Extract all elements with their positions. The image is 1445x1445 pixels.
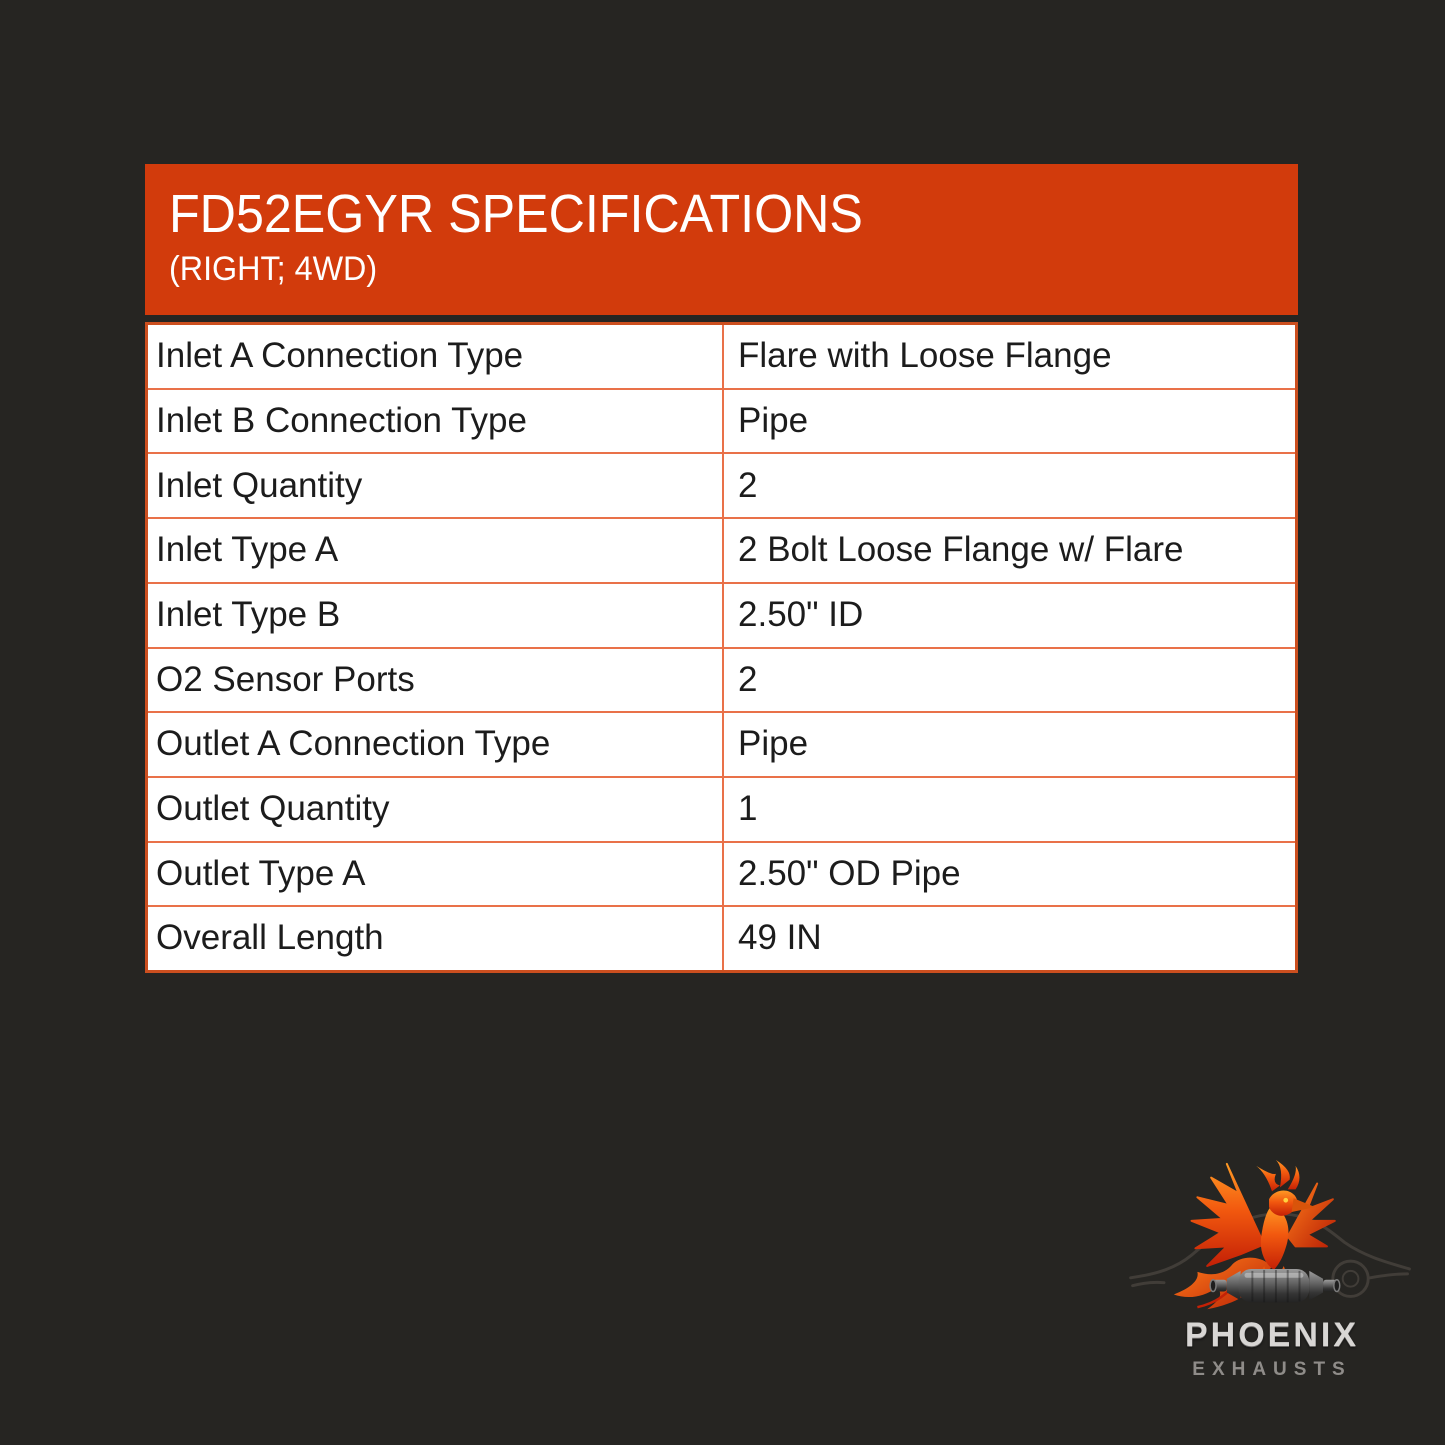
spec-value: 2.50" ID xyxy=(722,583,1295,647)
spec-value: 2 Bolt Loose Flange w/ Flare xyxy=(722,519,1295,582)
spec-value: Pipe xyxy=(722,389,1295,453)
table-row: Inlet A Connection Type Flare with Loose… xyxy=(148,325,1295,388)
spec-label: Inlet Type B xyxy=(156,594,341,634)
muffler-icon xyxy=(1209,1268,1341,1303)
spec-value: 2.50" OD Pipe xyxy=(722,842,1295,906)
brand-logo: PHOENIX EXHAUSTS xyxy=(1122,1158,1422,1398)
table-row: Outlet A Connection Type Pipe xyxy=(148,711,1295,776)
table-row: Inlet Type A 2 Bolt Loose Flange w/ Flar… xyxy=(148,517,1295,582)
spec-label: Inlet B Connection Type xyxy=(156,400,527,440)
spec-table: Inlet A Connection Type Flare with Loose… xyxy=(145,322,1298,973)
spec-value: Pipe xyxy=(722,713,1295,776)
spec-value: 49 IN xyxy=(722,907,1295,971)
spec-label: Overall Length xyxy=(156,918,384,958)
spec-label: Outlet Quantity xyxy=(156,789,390,829)
phoenix-on-muffler-icon xyxy=(1129,1159,1411,1310)
table-row: O2 Sensor Ports 2 xyxy=(148,646,1295,712)
spec-value: 1 xyxy=(722,777,1295,841)
spec-header-banner: FD52EGYR SPECIFICATIONS (RIGHT; 4WD) xyxy=(145,164,1298,315)
spec-value: 2 xyxy=(722,454,1295,518)
page-subtitle: (RIGHT; 4WD) xyxy=(169,250,378,289)
spec-value: 2 xyxy=(722,648,1295,712)
spec-label: O2 Sensor Ports xyxy=(156,659,415,699)
page-title: FD52EGYR SPECIFICATIONS xyxy=(169,184,863,244)
brand-tagline: EXHAUSTS xyxy=(1192,1359,1352,1380)
spec-value: Flare with Loose Flange xyxy=(722,325,1295,388)
spec-label: Outlet A Connection Type xyxy=(156,724,551,764)
table-row: Inlet Quantity 2 xyxy=(148,452,1295,518)
spec-label: Inlet Quantity xyxy=(156,465,363,505)
table-row: Inlet Type B 2.50" ID xyxy=(148,581,1295,647)
table-row: Outlet Quantity 1 xyxy=(148,775,1295,841)
spec-label: Inlet Type A xyxy=(156,530,339,570)
spec-label: Outlet Type A xyxy=(156,853,366,893)
table-row: Overall Length 49 IN xyxy=(148,905,1295,971)
table-row: Outlet Type A 2.50" OD Pipe xyxy=(148,840,1295,906)
brand-name: PHOENIX xyxy=(1184,1316,1360,1354)
table-row: Inlet B Connection Type Pipe xyxy=(148,387,1295,453)
spec-label: Inlet A Connection Type xyxy=(156,336,524,376)
